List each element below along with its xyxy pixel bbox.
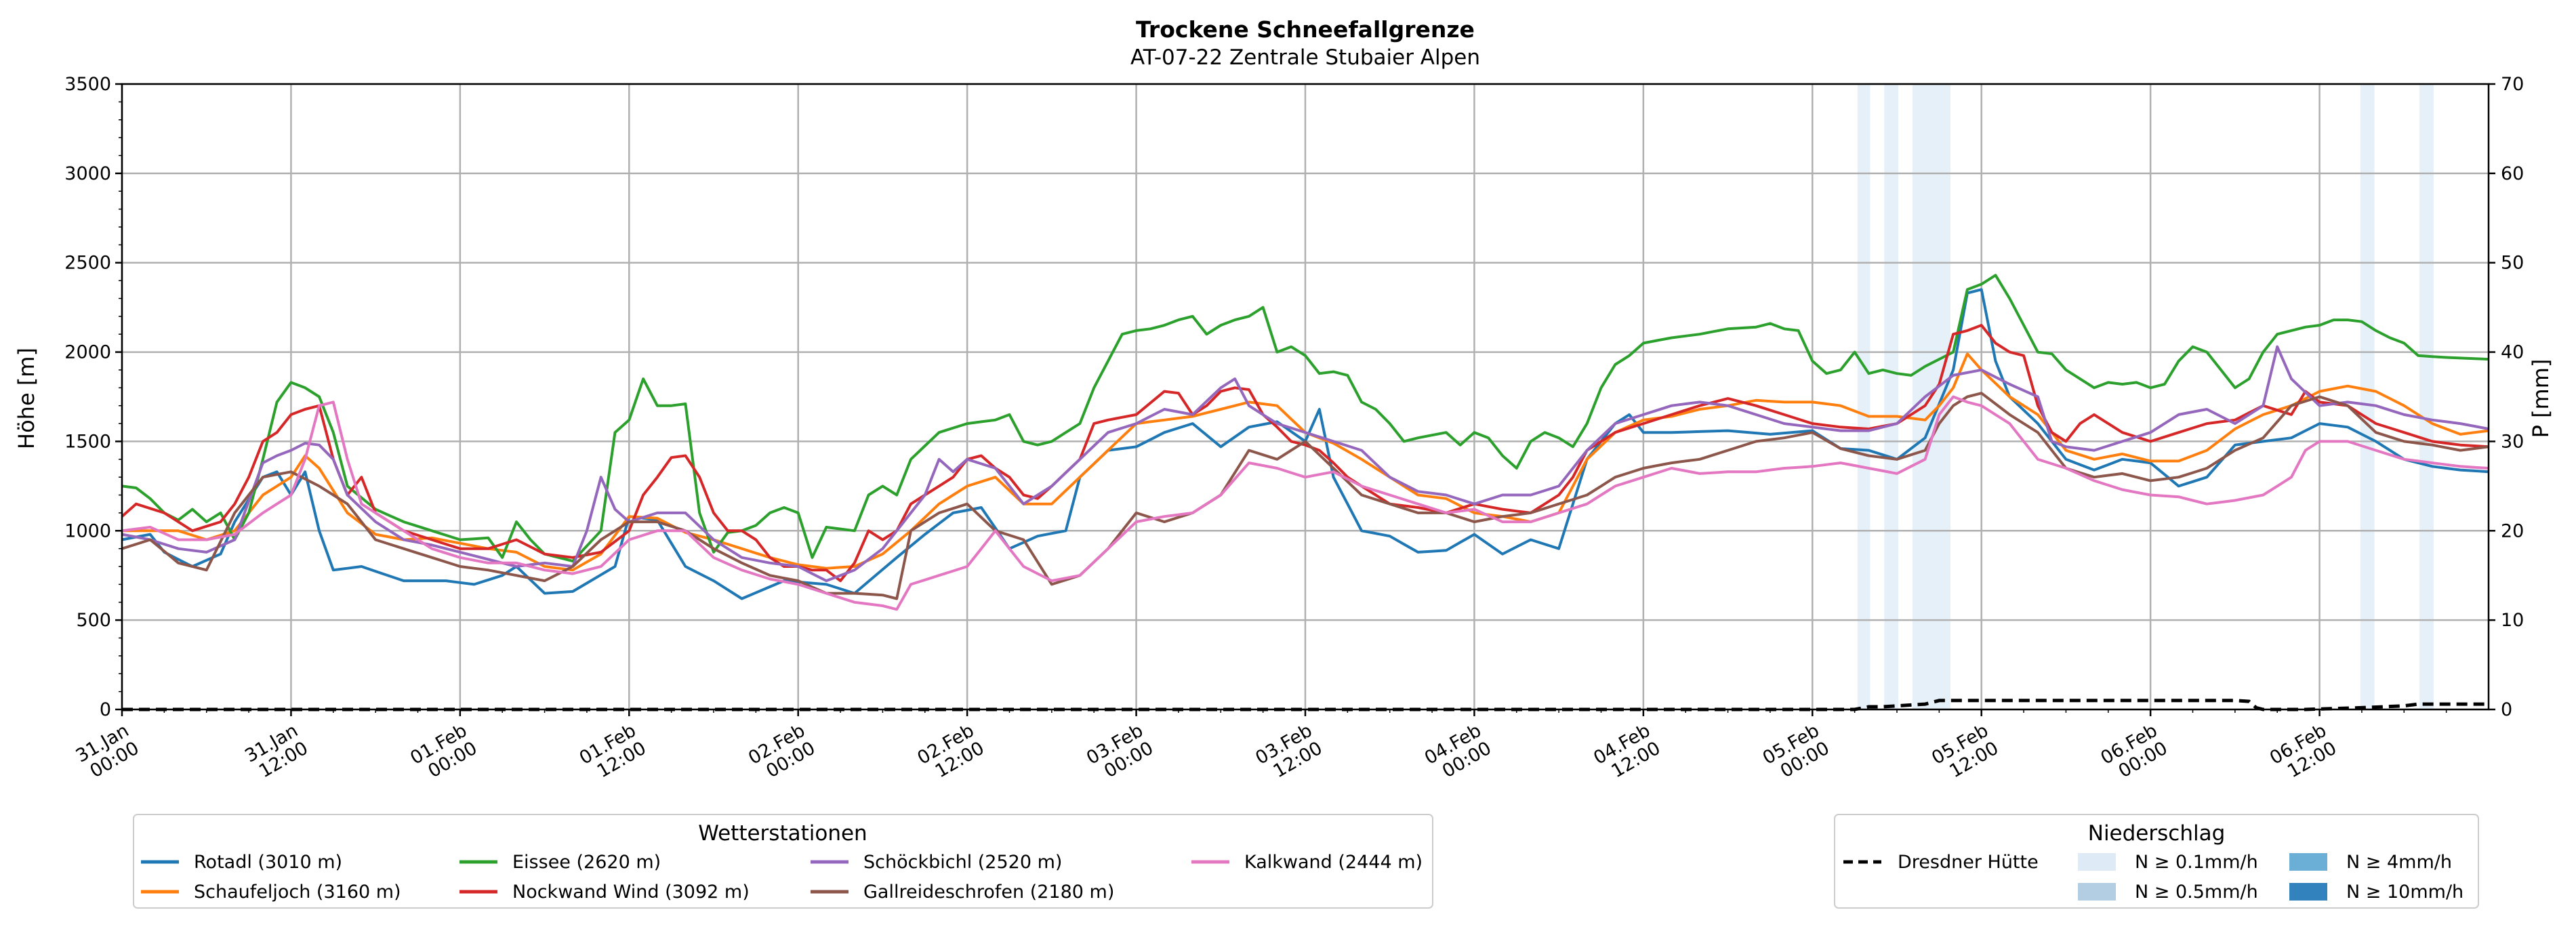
legend-precip-items: N ≥ 0.1mm/h N ≥ 0.5mm/h N ≥ 4mm/h N ≥ 10mm/… <box>2078 852 2463 903</box>
precip-legend-label-2: N ≥ 4mm/h <box>2346 852 2452 873</box>
series-line-2 <box>121 274 2489 563</box>
precipitation-bands <box>1857 84 2434 709</box>
y-tick-label-4: 2000 <box>64 342 111 363</box>
legend-label-6: Kalkwand (2444 m) <box>1244 852 1423 873</box>
precip-legend-label-1: N ≥ 0.5mm/h <box>2135 882 2258 903</box>
precip-legend-label-3: N ≥ 10mm/h <box>2346 882 2463 903</box>
y-right-tick-label-1: 10 <box>2501 610 2524 631</box>
series-line-3 <box>121 324 2489 583</box>
legend-stations-frame <box>133 814 1433 909</box>
legend-label-2: Eissee (2620 m) <box>512 852 661 873</box>
y-right-tick-label-5: 50 <box>2501 253 2524 274</box>
legend-label-4: Schöckbichl (2520 m) <box>863 852 1062 873</box>
precip-band-0-4 <box>2419 84 2434 709</box>
y-right-tick-label-6: 60 <box>2501 163 2524 184</box>
legend-precipitation: Niederschlag Dresdner Hütte N ≥ 0.1mm/hN… <box>1834 814 2479 909</box>
legend-label-0: Rotadl (3010 m) <box>194 852 342 873</box>
series-line-6 <box>121 395 2489 611</box>
y-right-tick-label-4: 40 <box>2501 342 2524 363</box>
y-tick-label-1: 500 <box>76 610 111 631</box>
legend-stations-title: Wetterstationen <box>698 821 867 846</box>
y-tick-label-5: 2500 <box>64 253 111 274</box>
precip-legend-swatch-0 <box>2078 853 2116 871</box>
chart-subtitle: AT-07-22 Zentrale Stubaier Alpen <box>1130 45 1480 70</box>
series-line-4 <box>121 345 2489 583</box>
series-line-5 <box>121 392 2489 600</box>
precip-band-0-0 <box>1857 84 1870 709</box>
precip-line-dresdner <box>122 699 2489 711</box>
legend-precip-title: Niederschlag <box>2088 821 2226 846</box>
legend-label-5: Gallreideschrofen (2180 m) <box>863 882 1114 903</box>
y-right-tick-label-3: 30 <box>2501 431 2524 452</box>
series-layer <box>121 274 2489 711</box>
legend-stations-items: Rotadl (3010 m) Schaufeljoch (3160 m) Eiss… <box>141 852 1423 903</box>
y-axis-label: Höhe [m] <box>14 348 39 449</box>
y-tick-label-0: 0 <box>100 699 111 720</box>
y-tick-label-3: 1500 <box>64 431 111 452</box>
precip-legend-swatch-1 <box>2078 883 2116 901</box>
precip-legend-label-0: N ≥ 0.1mm/h <box>2135 852 2258 873</box>
legend-label-3: Nockwand Wind (3092 m) <box>512 882 750 903</box>
precip-band-0-1 <box>1884 84 1899 709</box>
y-right-tick-label-7: 70 <box>2501 74 2524 95</box>
y-tick-label-7: 3500 <box>64 74 111 95</box>
y-right-tick-label-0: 0 <box>2501 699 2512 720</box>
chart-title: Trockene Schneefallgrenze <box>1136 16 1475 43</box>
y-tick-label-6: 3000 <box>64 163 111 184</box>
y-tick-label-2: 1000 <box>64 520 111 541</box>
y-right-tick-label-2: 20 <box>2501 520 2524 541</box>
precip-legend-swatch-3 <box>2289 883 2327 901</box>
legend-stations: Wetterstationen Rotadl (3010 m) Schaufelj… <box>133 814 1433 909</box>
legend-precip-dresdner-label: Dresdner Hütte <box>1898 852 2039 873</box>
precip-legend-swatch-2 <box>2289 853 2327 871</box>
precip-band-0-3 <box>2360 84 2375 709</box>
legend-label-1: Schaufeljoch (3160 m) <box>194 882 401 903</box>
y-axis-right-label: P [mm] <box>2528 359 2554 438</box>
